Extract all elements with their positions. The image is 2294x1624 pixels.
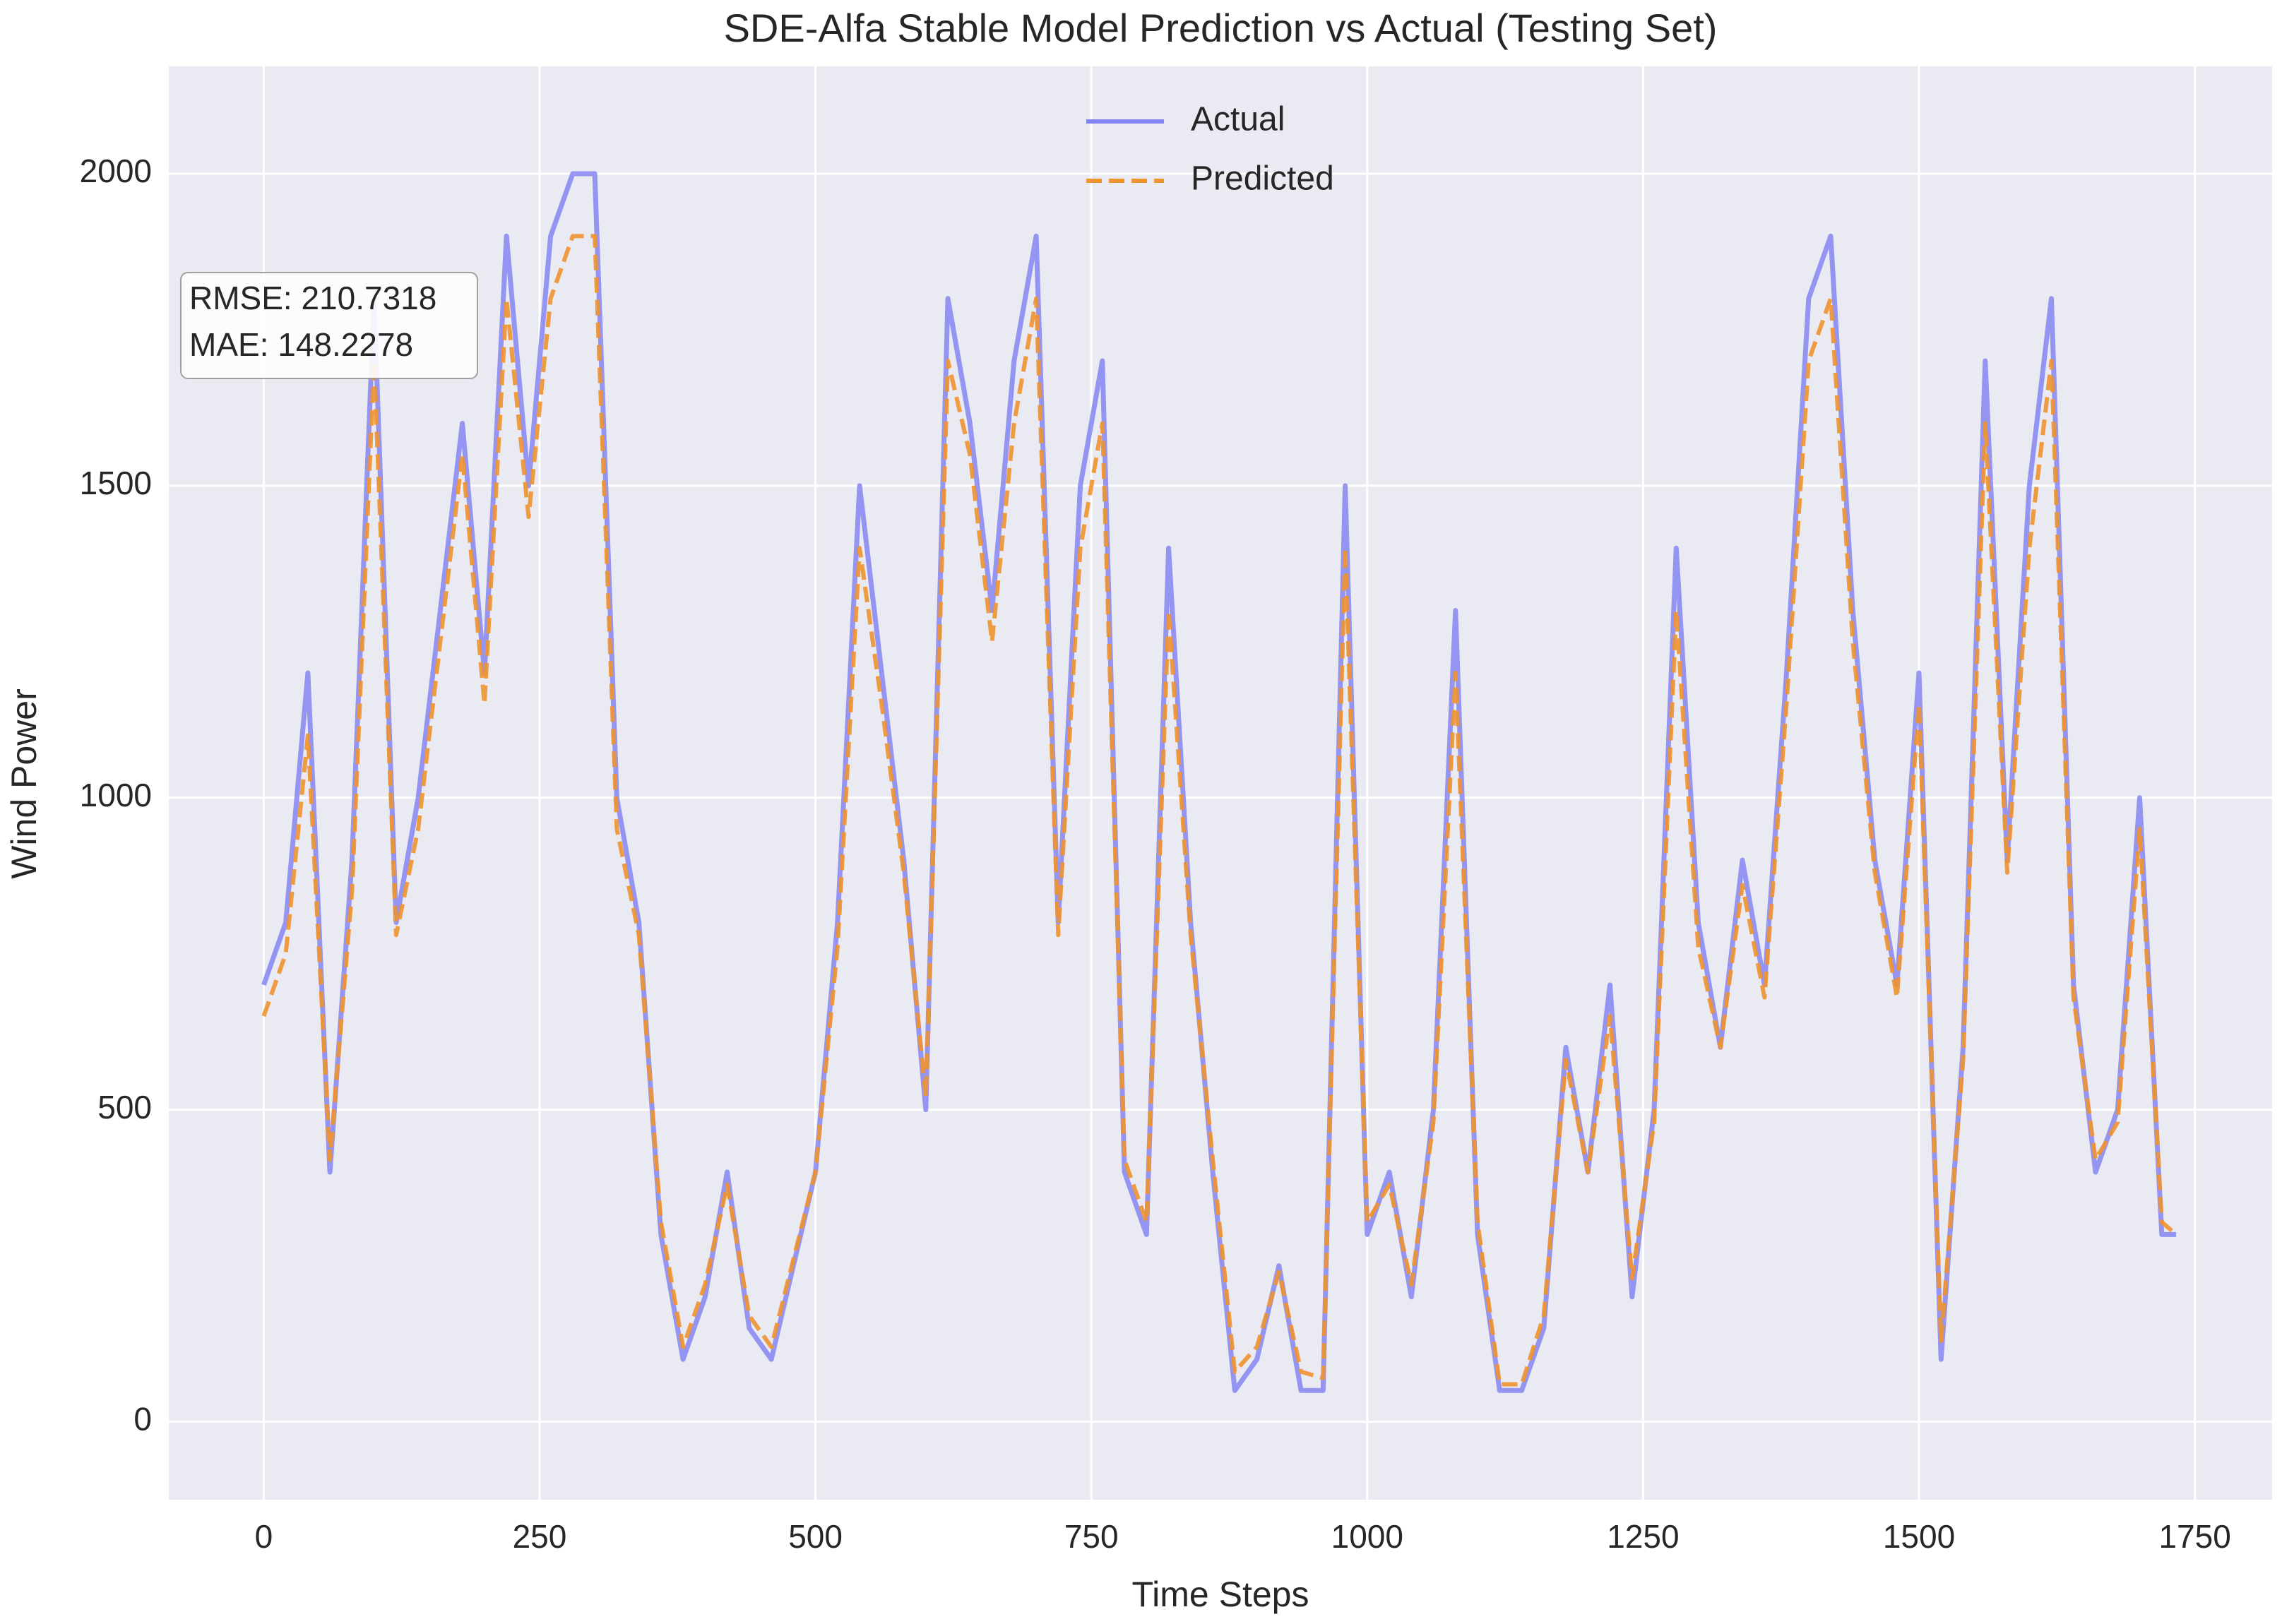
y-tick-label: 0 bbox=[133, 1401, 152, 1438]
x-tick-label: 750 bbox=[1064, 1518, 1119, 1555]
x-tick-label: 500 bbox=[788, 1518, 843, 1555]
y-tick-label: 2000 bbox=[80, 153, 152, 189]
x-tick-label: 0 bbox=[255, 1518, 273, 1555]
plot-area bbox=[169, 66, 2272, 1500]
y-tick-label: 1500 bbox=[80, 465, 152, 501]
x-axis-label: Time Steps bbox=[1131, 1575, 1309, 1614]
chart-title: SDE-Alfa Stable Model Prediction vs Actu… bbox=[724, 6, 1718, 50]
legend-label: Actual bbox=[1191, 101, 1285, 138]
annotation: MAE: 148.2278 bbox=[189, 326, 413, 363]
x-tick-label: 1000 bbox=[1331, 1518, 1403, 1555]
annotation: RMSE: 210.7318 bbox=[189, 280, 436, 316]
x-tick-label: 1250 bbox=[1607, 1518, 1679, 1555]
x-tick-label: 1750 bbox=[2158, 1518, 2230, 1555]
y-tick-label: 1000 bbox=[80, 777, 152, 813]
x-tick-label: 1500 bbox=[1883, 1518, 1955, 1555]
series-line bbox=[261, 234, 2178, 1387]
y-axis-label: Wind Power bbox=[4, 688, 44, 879]
annotation-box bbox=[180, 272, 478, 379]
legend-label: Predicted bbox=[1191, 160, 1334, 198]
x-tick-label: 250 bbox=[513, 1518, 567, 1555]
y-tick-label: 500 bbox=[97, 1089, 152, 1126]
